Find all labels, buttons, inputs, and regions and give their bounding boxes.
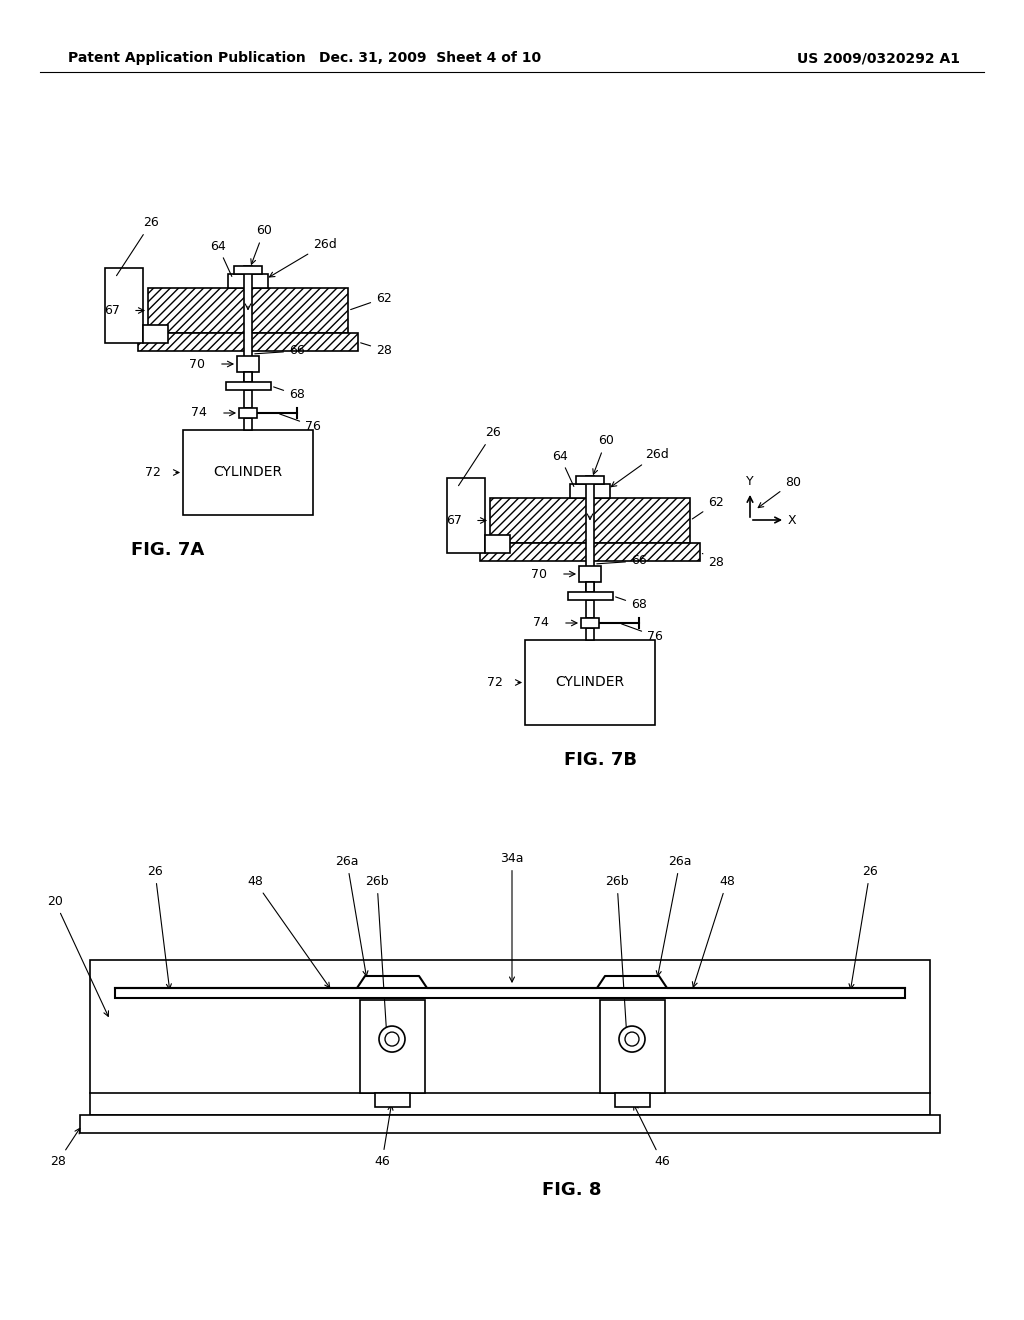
Text: CYLINDER: CYLINDER xyxy=(555,676,625,689)
Text: 20: 20 xyxy=(47,895,109,1016)
Text: 26: 26 xyxy=(147,865,171,989)
Text: 76: 76 xyxy=(280,414,321,433)
Text: X: X xyxy=(788,513,797,527)
Text: 68: 68 xyxy=(615,597,647,611)
Bar xyxy=(615,1093,650,1107)
Bar xyxy=(485,535,510,553)
Bar xyxy=(586,477,594,597)
Bar xyxy=(600,1001,665,1093)
Text: 26a: 26a xyxy=(335,855,368,975)
Text: 26: 26 xyxy=(117,216,159,276)
Bar xyxy=(239,408,257,418)
Circle shape xyxy=(618,1026,645,1052)
Text: 64: 64 xyxy=(552,450,573,487)
Bar xyxy=(244,267,252,385)
Text: 60: 60 xyxy=(251,224,272,264)
Text: 76: 76 xyxy=(622,624,663,643)
Text: 46: 46 xyxy=(374,1105,393,1168)
Bar xyxy=(90,960,930,1115)
Text: 26a: 26a xyxy=(656,855,692,975)
Text: 70: 70 xyxy=(531,568,547,581)
Bar xyxy=(525,640,655,725)
Bar xyxy=(148,288,348,333)
Text: 67: 67 xyxy=(104,304,120,317)
Text: 26d: 26d xyxy=(269,238,337,277)
Text: 28: 28 xyxy=(360,343,392,356)
Text: 68: 68 xyxy=(273,387,305,401)
Bar xyxy=(575,477,604,484)
Bar xyxy=(586,601,594,618)
Bar xyxy=(115,987,905,998)
Text: FIG. 8: FIG. 8 xyxy=(543,1181,602,1199)
Text: 26: 26 xyxy=(849,865,878,989)
Bar xyxy=(105,268,143,343)
Bar xyxy=(244,418,252,430)
Bar xyxy=(234,267,262,275)
Bar xyxy=(490,498,690,543)
Bar xyxy=(143,325,168,343)
Text: 26b: 26b xyxy=(366,875,389,1035)
Circle shape xyxy=(385,1032,399,1045)
Text: 60: 60 xyxy=(593,434,613,474)
Text: 70: 70 xyxy=(189,358,205,371)
Text: Y: Y xyxy=(746,475,754,488)
Text: FIG. 7B: FIG. 7B xyxy=(563,751,637,770)
Bar xyxy=(581,618,599,628)
Bar xyxy=(447,478,485,553)
Bar xyxy=(480,543,700,561)
Text: 66: 66 xyxy=(255,345,305,358)
Text: 48: 48 xyxy=(247,875,330,987)
Bar xyxy=(586,582,594,591)
Text: 64: 64 xyxy=(210,239,231,276)
Bar xyxy=(228,275,268,288)
Text: 72: 72 xyxy=(487,676,503,689)
Text: 28: 28 xyxy=(702,553,724,569)
Text: 46: 46 xyxy=(634,1105,670,1168)
Text: 67: 67 xyxy=(446,513,462,527)
Text: 62: 62 xyxy=(692,496,724,519)
Text: 66: 66 xyxy=(597,554,647,568)
Text: 26d: 26d xyxy=(611,447,669,487)
Text: Dec. 31, 2009  Sheet 4 of 10: Dec. 31, 2009 Sheet 4 of 10 xyxy=(318,51,541,65)
Bar xyxy=(360,1001,425,1093)
Text: Patent Application Publication: Patent Application Publication xyxy=(68,51,306,65)
Bar xyxy=(579,566,601,582)
Text: CYLINDER: CYLINDER xyxy=(213,466,283,479)
Text: 34a: 34a xyxy=(501,851,523,982)
Bar xyxy=(237,356,259,372)
Bar xyxy=(586,628,594,640)
Text: 28: 28 xyxy=(50,1129,80,1168)
Text: 62: 62 xyxy=(350,292,392,310)
Circle shape xyxy=(379,1026,406,1052)
Text: 48: 48 xyxy=(692,875,735,987)
Bar xyxy=(568,591,613,601)
Bar xyxy=(80,1115,940,1133)
Text: 72: 72 xyxy=(145,466,161,479)
Text: US 2009/0320292 A1: US 2009/0320292 A1 xyxy=(797,51,961,65)
Text: 80: 80 xyxy=(758,475,801,508)
Text: 26b: 26b xyxy=(605,875,629,1035)
Text: 74: 74 xyxy=(191,407,207,420)
Bar xyxy=(183,430,313,515)
Text: 26: 26 xyxy=(459,426,501,486)
Text: 74: 74 xyxy=(534,616,549,630)
Bar xyxy=(570,484,610,498)
Circle shape xyxy=(625,1032,639,1045)
Bar xyxy=(375,1093,410,1107)
Bar xyxy=(138,333,358,351)
Text: FIG. 7A: FIG. 7A xyxy=(131,541,205,558)
Bar xyxy=(244,389,252,408)
Bar xyxy=(226,381,271,389)
Bar xyxy=(244,372,252,381)
